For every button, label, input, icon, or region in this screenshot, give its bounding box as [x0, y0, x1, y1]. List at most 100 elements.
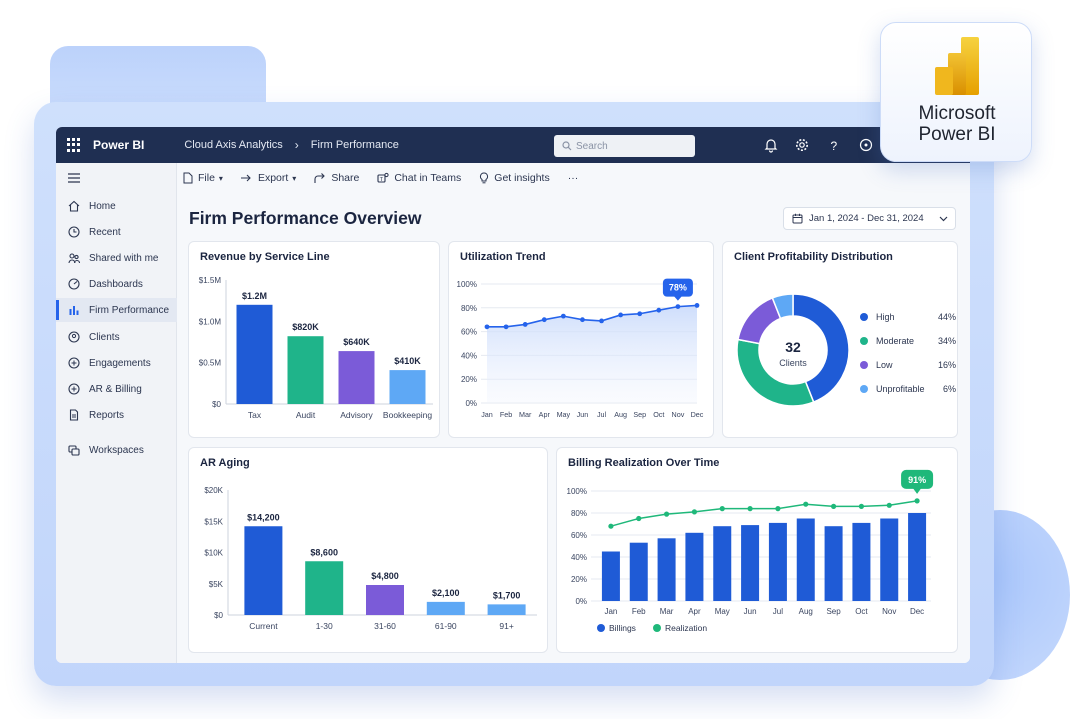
sidebar-item-shared[interactable]: Shared with me [56, 246, 177, 270]
sidebar-item-clients[interactable]: Clients [56, 325, 177, 349]
y-tick-label: $5K [209, 580, 224, 589]
sidebar-item-label: Clients [89, 331, 120, 343]
realization-point [608, 523, 614, 529]
page-title: Firm Performance Overview [189, 208, 422, 228]
report-canvas: Firm Performance Overview Jan 1, 2024 - … [178, 193, 970, 663]
sidebar-item-recent[interactable]: Recent [56, 220, 177, 244]
callout-text: 78% [669, 283, 687, 293]
chevron-down-icon [939, 216, 948, 222]
utilization-point [541, 317, 547, 323]
slice-high [792, 293, 850, 404]
more-options-button[interactable]: ··· [568, 172, 579, 184]
x-tick-label: Advisory [340, 410, 373, 420]
y-tick-label: $0 [214, 611, 223, 620]
get-insights-button[interactable]: Get insights [479, 172, 550, 184]
profitability-card-title: Client Profitability Distribution [734, 251, 893, 263]
utilization-point [560, 313, 566, 319]
billings-bar [824, 526, 843, 601]
revenue-card[interactable]: Revenue by Service Line $0 $0.5M $1.0M $1.5… [188, 241, 440, 438]
date-range-picker[interactable]: Jan 1, 2024 - Dec 31, 2024 [783, 207, 956, 230]
export-icon [240, 174, 251, 182]
x-tick-label: Tax [248, 410, 262, 420]
sidebar-item-engagements[interactable]: Engagements [56, 351, 177, 375]
breadcrumb-workspace[interactable]: Cloud Axis Analytics [184, 139, 283, 151]
bar-bookkeeping [389, 370, 426, 404]
hamburger-menu-icon[interactable] [68, 173, 80, 183]
app-name[interactable]: Power BI [93, 138, 145, 152]
help-icon[interactable]: ? [826, 137, 842, 153]
breadcrumb-report[interactable]: Firm Performance [310, 139, 399, 151]
y-tick-label: 40% [571, 553, 587, 562]
sidebar-item-reports[interactable]: Reports [56, 403, 177, 427]
y-tick-label: $10K [204, 549, 223, 558]
utilization-callout [662, 278, 693, 297]
y-tick-label: 100% [457, 280, 477, 289]
utilization-point [484, 324, 490, 330]
chevron-down-icon: ▾ [218, 173, 223, 183]
utilization-point [656, 307, 662, 313]
dashboard-icon [68, 278, 80, 290]
ar-aging-card[interactable]: AR Aging $0 $5K $10K $15K $20K $14,200 Current… [188, 447, 548, 653]
utilization-point [637, 311, 643, 317]
realization-point [663, 511, 670, 517]
share-icon [314, 172, 326, 183]
bell-icon[interactable] [763, 137, 779, 153]
profitability-donut-chart: 32 Clients [736, 293, 850, 407]
x-tick-label: Jun [577, 410, 589, 419]
y-tick-label: 0% [465, 399, 477, 408]
export-label: Export [257, 172, 289, 184]
file-menu-button[interactable]: File ▾ [183, 172, 223, 184]
utilization-card-title: Utilization Trend [460, 251, 546, 263]
legend-item-high: High 44% [860, 312, 956, 322]
app-launcher-icon[interactable] [67, 138, 81, 152]
sidebar-item-home[interactable]: Home [56, 194, 177, 218]
revenue-card-title: Revenue by Service Line [200, 251, 330, 263]
gear-icon[interactable] [794, 137, 810, 153]
legend-item-low: Low 16% [860, 360, 956, 370]
billings-bar [657, 538, 676, 601]
sidebar-item-ar-billing[interactable]: AR & Billing [56, 377, 177, 401]
x-tick-label: Sep [633, 410, 646, 419]
sidebar: Home Recent Shared with me Dashboards Fi… [56, 163, 177, 663]
data-label: $640K [343, 337, 370, 347]
export-menu-button[interactable]: Export ▾ [240, 172, 296, 184]
legend-value: 16% [937, 360, 956, 370]
file-label: File [198, 172, 215, 184]
sidebar-item-firm-performance[interactable]: Firm Performance [56, 298, 177, 322]
insights-label: Get insights [494, 172, 550, 184]
legend-value: 44% [937, 312, 956, 322]
data-label: $1.2M [242, 291, 267, 301]
billings-bar [768, 522, 787, 601]
feedback-icon[interactable] [858, 137, 874, 153]
y-tick-label: 40% [461, 351, 477, 360]
search-input[interactable]: Search [554, 135, 695, 157]
slice-unprofitable [771, 293, 794, 320]
x-tick-label: Feb [500, 410, 512, 419]
data-label: $1,700 [493, 590, 521, 600]
y-tick-label: 60% [461, 328, 477, 337]
utilization-point [675, 304, 681, 310]
chat-in-teams-button[interactable]: T Chat in Teams [377, 172, 461, 184]
x-tick-label: Nov [672, 410, 685, 419]
x-tick-label: Feb [632, 607, 646, 616]
realization-point [775, 506, 781, 512]
x-tick-label: Jun [744, 607, 757, 616]
x-tick-label: Sep [826, 607, 841, 616]
y-tick-label: $1.5M [199, 276, 222, 285]
billing-card[interactable]: Billing Realization Over Time 0% 20% 40% 60… [556, 447, 958, 653]
sidebar-item-dashboards[interactable]: Dashboards [56, 272, 177, 296]
y-tick-label: $20K [204, 486, 223, 495]
x-tick-label: Aug [614, 410, 627, 419]
y-tick-label: $0.5M [199, 359, 222, 368]
utilization-card[interactable]: Utilization Trend 0% 20% 40% 60% 80% 100% Jan F… [448, 241, 714, 438]
profitability-card[interactable]: Client Profitability Distribution 32 Clie… [722, 241, 958, 438]
top-bar: Power BI Cloud Axis Analytics › Firm Per… [56, 127, 970, 163]
sidebar-item-workspaces[interactable]: Workspaces [56, 438, 177, 462]
ar-aging-chart: $0 $5K $10K $15K $20K $14,200 Current $8,600 1-3… [204, 486, 537, 631]
share-button[interactable]: Share [314, 172, 359, 184]
billings-bar [685, 532, 704, 601]
share-people-icon [68, 253, 80, 264]
legend-label: High [876, 312, 895, 322]
billings-bar [741, 525, 760, 601]
billings-bar [713, 526, 732, 601]
